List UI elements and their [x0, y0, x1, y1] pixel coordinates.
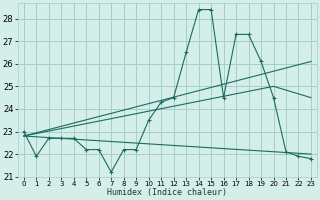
X-axis label: Humidex (Indice chaleur): Humidex (Indice chaleur) — [108, 188, 228, 197]
